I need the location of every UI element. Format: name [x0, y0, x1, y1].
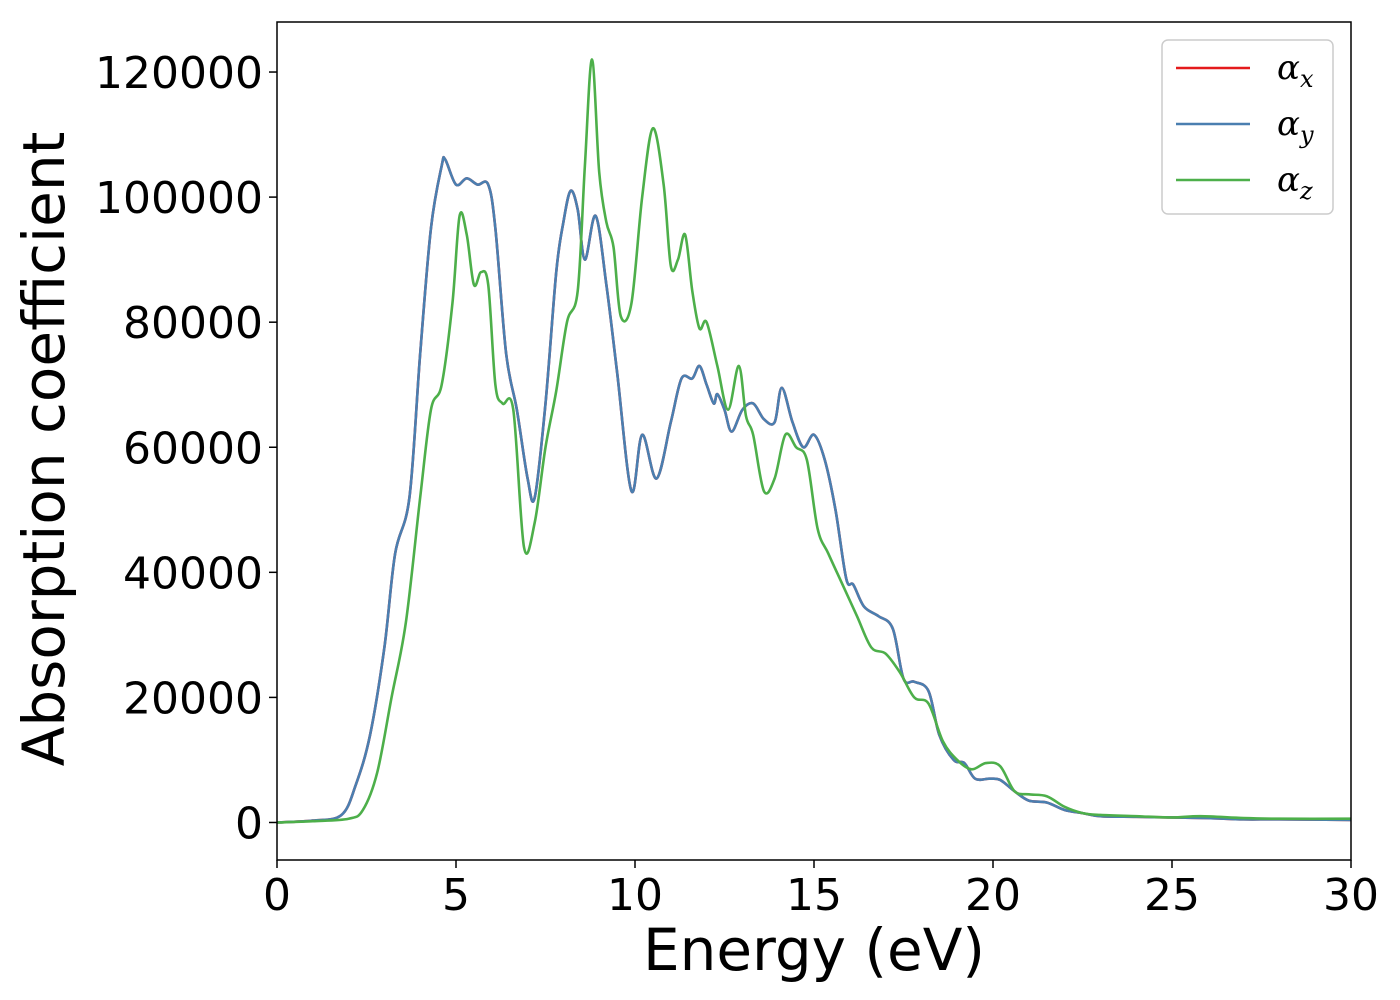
x-tick-label: 25 — [1144, 870, 1200, 921]
y-tick-label: 60000 — [123, 423, 263, 474]
y-tick-label: 80000 — [123, 298, 263, 349]
series-layer — [277, 58, 1351, 824]
legend-label-x: αx — [1277, 48, 1314, 93]
series-line-y — [277, 155, 1351, 824]
y-tick-label: 20000 — [123, 673, 263, 724]
y-tick-label: 120000 — [95, 48, 263, 99]
x-axis-ticks: 0 5 10 15 20 25 30 — [263, 860, 1379, 921]
y-tick-label: 0 — [235, 798, 263, 849]
x-axis-title: Energy (eV) — [643, 916, 985, 984]
y-axis-title: Absorption coefficient — [10, 132, 78, 767]
legend-label-z: αz — [1277, 160, 1313, 205]
x-tick-label: 15 — [786, 870, 842, 921]
x-tick-label: 5 — [442, 870, 470, 921]
legend-box — [1161, 39, 1334, 215]
series-line-z — [277, 58, 1351, 824]
legend: αx αy αz — [1161, 39, 1334, 215]
y-tick-label: 100000 — [95, 173, 263, 224]
legend-label-y: αy — [1277, 104, 1314, 149]
x-tick-label: 10 — [607, 870, 663, 921]
y-tick-label: 40000 — [123, 548, 263, 599]
x-tick-label: 0 — [263, 870, 291, 921]
series-line-x — [277, 155, 1351, 824]
x-tick-label: 30 — [1323, 870, 1379, 921]
y-axis-ticks: 0 20000 40000 60000 80000 100000 120000 — [95, 48, 277, 849]
x-tick-label: 20 — [965, 870, 1021, 921]
